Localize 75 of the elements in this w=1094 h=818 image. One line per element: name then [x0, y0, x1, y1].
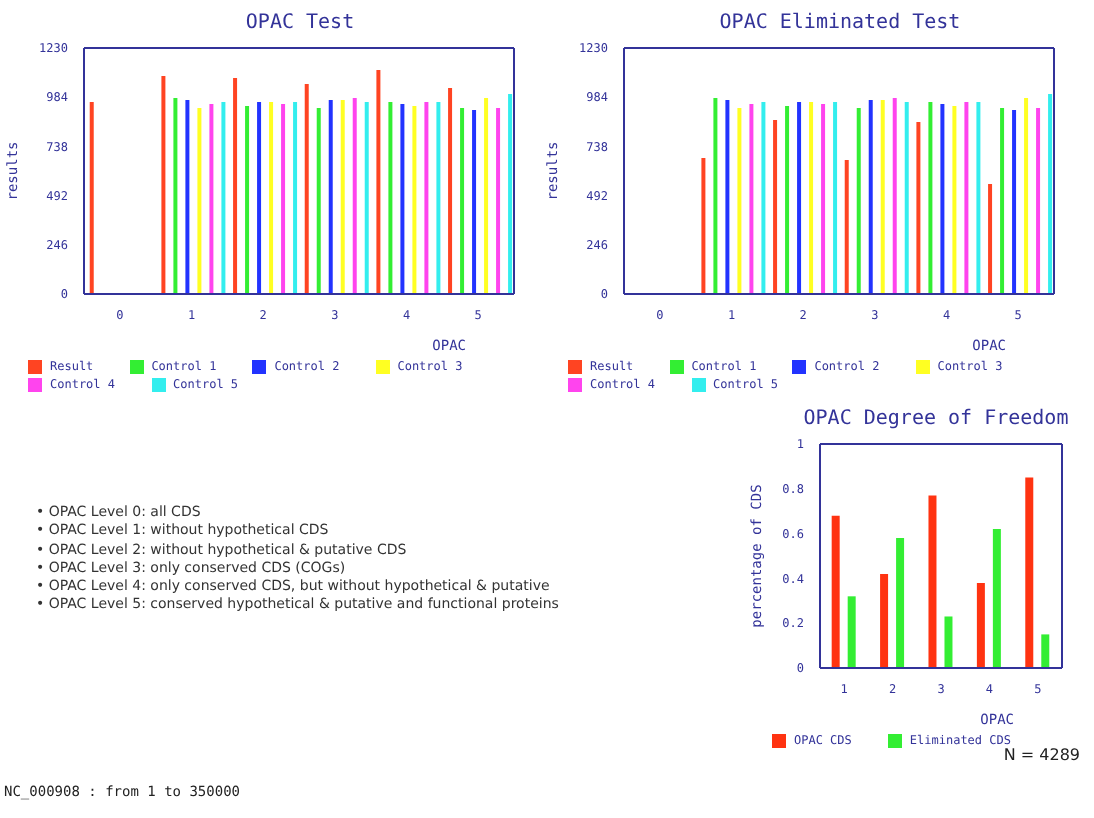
bar	[1025, 477, 1034, 668]
bar	[304, 84, 309, 294]
bar	[773, 120, 778, 294]
bar	[809, 102, 814, 294]
bar	[880, 100, 885, 294]
bar	[821, 104, 826, 294]
bar	[928, 495, 937, 668]
chart-title: OPAC Eliminated Test	[717, 12, 963, 34]
bar	[1048, 94, 1053, 294]
bar	[257, 102, 262, 294]
bar	[944, 616, 953, 668]
bar	[1041, 634, 1050, 668]
bar	[797, 102, 802, 294]
chart-title: OPAC Test	[243, 12, 357, 34]
bar	[340, 100, 345, 294]
bar	[725, 100, 730, 294]
bar	[761, 102, 766, 294]
bar	[880, 573, 889, 668]
bar	[472, 110, 477, 294]
bar	[713, 98, 718, 294]
chart-title: OPAC Degree of Freedom	[801, 408, 1071, 430]
bar	[964, 102, 969, 294]
bar	[844, 160, 849, 294]
bar	[197, 108, 202, 294]
bar	[89, 102, 94, 294]
bar	[161, 76, 166, 294]
bar	[976, 582, 985, 668]
bar	[209, 104, 214, 294]
bar	[281, 104, 286, 294]
bar	[233, 78, 238, 294]
bar	[992, 529, 1001, 668]
bar	[1012, 110, 1017, 294]
bar	[221, 102, 226, 294]
bar	[424, 102, 429, 294]
bar	[928, 102, 933, 294]
bar	[896, 538, 905, 668]
bar	[904, 102, 909, 294]
bar	[185, 100, 190, 294]
bar	[173, 98, 178, 294]
bar	[436, 102, 441, 294]
bar	[484, 98, 489, 294]
bar	[328, 100, 333, 294]
bar	[892, 98, 897, 294]
text: N = 4289	[1003, 746, 1080, 764]
bar	[847, 596, 856, 668]
bar	[412, 106, 417, 294]
bar	[460, 108, 465, 294]
bar	[352, 98, 357, 294]
bar	[868, 100, 873, 294]
bar	[940, 104, 945, 294]
bar	[785, 106, 790, 294]
bar	[701, 158, 706, 294]
bar	[1024, 98, 1029, 294]
bar	[364, 102, 369, 294]
bar	[833, 102, 838, 294]
bar	[448, 88, 453, 294]
bar	[316, 108, 321, 294]
bar	[245, 106, 250, 294]
bar	[269, 102, 274, 294]
bar	[988, 184, 993, 294]
bar	[1036, 108, 1041, 294]
bar	[952, 106, 957, 294]
bar	[831, 515, 840, 668]
bar	[376, 70, 381, 294]
bar	[737, 108, 742, 294]
bar	[508, 94, 513, 294]
bar	[749, 104, 754, 294]
bar	[293, 102, 298, 294]
bar	[856, 108, 861, 294]
bar	[916, 122, 921, 294]
bar	[400, 104, 405, 294]
bar	[976, 102, 981, 294]
bar	[1000, 108, 1005, 294]
bar	[388, 102, 393, 294]
bar	[496, 108, 501, 294]
